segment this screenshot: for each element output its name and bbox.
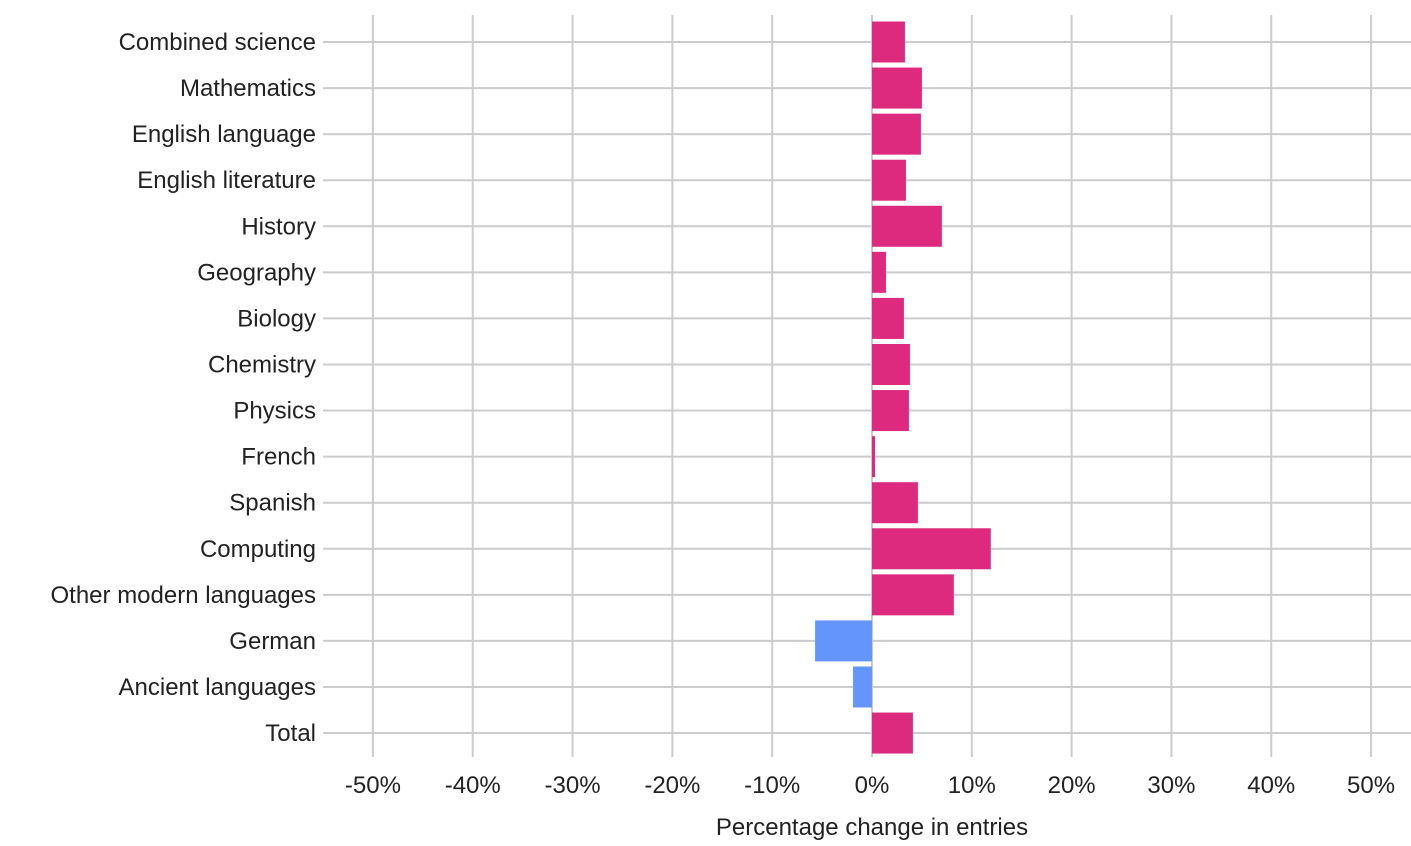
x-tick-label: 30% (1147, 772, 1195, 799)
x-tick-label: 20% (1048, 772, 1096, 799)
bar (871, 528, 991, 570)
category-label: Other modern languages (51, 582, 317, 609)
bar (871, 482, 918, 524)
category-label: Mathematics (180, 75, 316, 102)
category-label: History (241, 213, 316, 240)
x-tick-label: 10% (948, 772, 996, 799)
category-label: Biology (237, 305, 316, 332)
bar (871, 297, 904, 339)
x-tick-label: -40% (445, 772, 501, 799)
bar (871, 436, 875, 478)
category-label: Total (265, 720, 316, 747)
category-label: Chemistry (208, 351, 316, 378)
x-tick-label: -30% (545, 772, 601, 799)
category-label: German (229, 628, 316, 655)
category-label: Physics (233, 398, 316, 425)
x-tick-label: -20% (644, 772, 700, 799)
category-labels: Combined science Mathematics English langu… (51, 29, 317, 747)
bar (853, 666, 872, 708)
bar (871, 113, 921, 155)
category-label: Geography (197, 259, 316, 286)
bar (871, 251, 886, 293)
bar (871, 343, 910, 385)
category-label: French (241, 444, 316, 471)
x-tick-label: -10% (744, 772, 800, 799)
x-tick-labels: -50% -40% -30% -20% -10% 0% 10% 20% 30% 40% 50% (345, 772, 1395, 799)
bar (871, 21, 905, 63)
bar (871, 205, 942, 247)
category-label: Spanish (229, 490, 316, 517)
bar (871, 67, 922, 109)
bar (871, 574, 954, 616)
category-label: Ancient languages (119, 674, 316, 701)
bar-layer (815, 21, 991, 754)
x-tick-label: 50% (1347, 772, 1395, 799)
bar (871, 712, 913, 754)
bar (871, 390, 909, 432)
category-label: English language (132, 121, 316, 148)
bar (871, 159, 906, 201)
bar (815, 620, 872, 662)
category-label: Computing (200, 536, 316, 563)
x-tick-label: -50% (345, 772, 401, 799)
x-axis-title: Percentage change in entries (716, 814, 1028, 841)
category-label: Combined science (119, 29, 316, 56)
category-label: English literature (137, 167, 316, 194)
x-tick-label: 40% (1247, 772, 1295, 799)
x-tick-label: 0% (855, 772, 890, 799)
